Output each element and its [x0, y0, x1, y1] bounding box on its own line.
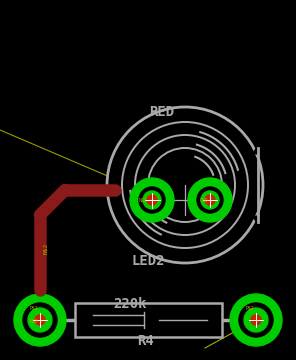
Circle shape	[201, 191, 219, 209]
Circle shape	[28, 308, 52, 332]
Circle shape	[35, 315, 45, 325]
Text: GND: GND	[200, 198, 209, 203]
Text: P$2: P$2	[246, 306, 255, 311]
Circle shape	[244, 308, 268, 332]
Bar	[75, 303, 222, 337]
Circle shape	[188, 178, 232, 222]
Text: N$2: N$2	[44, 242, 49, 254]
Text: 220k: 220k	[113, 297, 147, 311]
Text: LED2: LED2	[131, 254, 165, 268]
Circle shape	[230, 294, 282, 346]
Circle shape	[14, 294, 66, 346]
Circle shape	[147, 195, 157, 205]
Circle shape	[197, 187, 223, 213]
Circle shape	[205, 195, 215, 205]
Text: P$1: P$1	[30, 306, 38, 311]
Circle shape	[107, 107, 263, 263]
Text: RED: RED	[149, 105, 175, 119]
Circle shape	[251, 315, 261, 325]
Circle shape	[143, 191, 161, 209]
Circle shape	[239, 303, 273, 337]
Circle shape	[23, 303, 57, 337]
Text: N$2: N$2	[139, 198, 148, 203]
Text: N$2: N$2	[30, 319, 38, 324]
Circle shape	[139, 187, 165, 213]
Circle shape	[130, 178, 174, 222]
Text: R4: R4	[137, 334, 153, 348]
